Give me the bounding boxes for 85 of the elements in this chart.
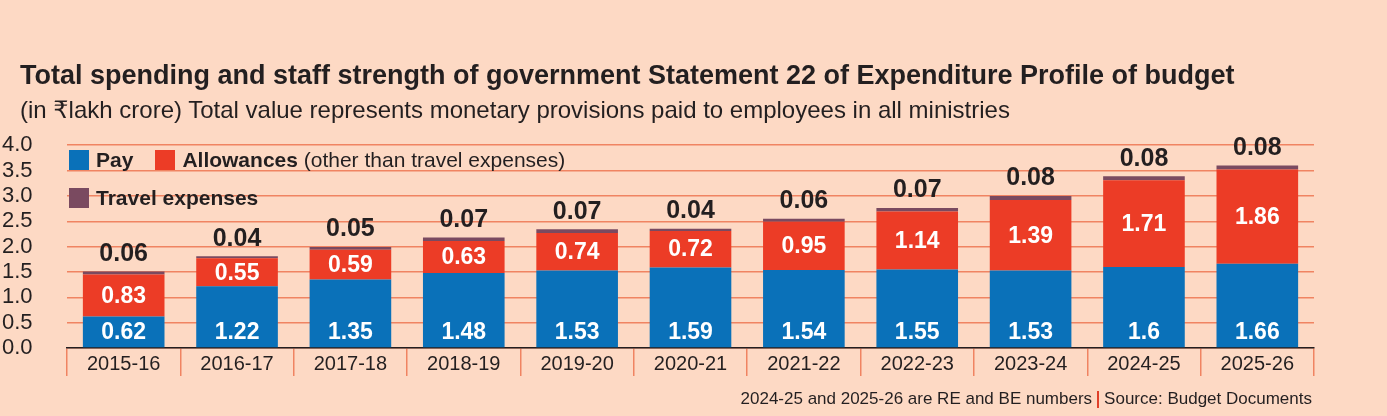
data-label: 0.59: [328, 250, 373, 277]
data-label: 0.83: [101, 281, 147, 308]
data-label: 0.08: [1119, 142, 1169, 171]
legend-label: Allowances (other than travel expenses): [182, 148, 566, 171]
data-label: 0.08: [1232, 131, 1282, 160]
bar: [1216, 165, 1299, 170]
bar: [309, 279, 392, 348]
data-label: 0.74: [554, 238, 600, 265]
data-label: 1.86: [1234, 203, 1280, 230]
data-label: 1.53: [1008, 318, 1053, 345]
x-tick-label: 2024-25: [1107, 351, 1181, 374]
legend-label: Pay: [96, 148, 134, 171]
data-label: 1.14: [894, 226, 940, 253]
data-label: 0.05: [326, 213, 375, 242]
data-label: 0.08: [1006, 162, 1056, 191]
data-label: 0.04: [666, 195, 715, 224]
bar: [763, 218, 845, 222]
data-label: 0.06: [779, 185, 829, 214]
bar: [989, 199, 1072, 271]
y-tick-label: 0.0: [2, 334, 33, 360]
data-label: 1.54: [781, 318, 827, 345]
x-tick-label: 2015-16: [86, 351, 161, 374]
bar: [649, 267, 732, 348]
bar: [422, 237, 505, 242]
text: 2024-25 and 2025-26 are RE and BE numbers: [740, 389, 1093, 409]
bar: [196, 286, 278, 348]
y-tick-label: 3.0: [2, 181, 33, 207]
bar: [422, 272, 505, 348]
x-tick-label: 2016-17: [200, 351, 274, 374]
legend-label: Travel expenses: [96, 186, 259, 209]
y-tick-label: 1.0: [2, 283, 33, 309]
bar: [876, 211, 959, 270]
bar: [1216, 169, 1299, 264]
data-label: 0.07: [892, 174, 942, 203]
data-label: 1.55: [894, 318, 940, 345]
x-tick-label: 2020-21: [653, 351, 728, 374]
bar: [989, 195, 1072, 200]
data-label: 1.22: [214, 318, 260, 345]
x-tick-label: 2025-26: [1220, 351, 1295, 374]
chart-title: Total spending and staff strength of government Statement 22 of Expenditure Profile of budget: [20, 60, 1235, 90]
bar: [989, 270, 1072, 348]
bar: [196, 256, 278, 259]
bar: [536, 229, 618, 233]
data-label: 0.62: [101, 318, 147, 345]
data-label: 1.35: [328, 318, 373, 345]
data-label: 1.48: [441, 318, 487, 345]
data-label: 0.55: [214, 258, 260, 285]
bar: [649, 228, 732, 231]
y-tick-label: 4.0: [2, 131, 33, 157]
bar: [1103, 176, 1185, 181]
x-tick-label: 2018-19: [427, 351, 501, 374]
bar: [763, 269, 845, 348]
x-tick-label: 2019-20: [540, 351, 614, 374]
bar: [1103, 180, 1185, 267]
data-label: 0.72: [668, 235, 713, 262]
bar: [876, 208, 959, 212]
data-label: 1.66: [1234, 318, 1280, 345]
data-label: 0.04: [212, 222, 262, 251]
bar: [309, 247, 392, 250]
bar: [82, 271, 165, 275]
x-tick-label: 2021-22: [767, 351, 841, 374]
bar: [1216, 263, 1299, 348]
y-tick-label: 0.5: [2, 308, 33, 334]
data-label: 1.6: [1127, 318, 1160, 345]
y-tick-label: 3.5: [2, 156, 33, 182]
data-label: 0.95: [781, 232, 827, 259]
bar: [536, 270, 618, 348]
data-label: 1.53: [554, 318, 600, 345]
data-label: 0.07: [552, 195, 602, 224]
source-note: Source: Budget Documents: [1104, 389, 1312, 409]
data-label: 0.63: [441, 243, 487, 270]
x-tick-label: 2023-24: [993, 351, 1068, 374]
bar: [1103, 266, 1185, 348]
chart-subtitle: (in ₹lakh crore) Total value represents monetary provisions paid to employees in all ministries: [20, 96, 1010, 123]
data-label: 0.07: [439, 203, 489, 232]
y-tick-label: 2.5: [2, 207, 33, 233]
data-label: 1.39: [1008, 221, 1053, 248]
x-tick-label: 2017-18: [313, 351, 388, 374]
data-label: 1.71: [1121, 209, 1167, 236]
x-tick-label: 2022-23: [880, 351, 954, 374]
bar: [876, 269, 959, 348]
y-tick-label: 1.5: [2, 258, 33, 284]
data-label: 0.06: [99, 237, 149, 266]
y-tick-label: 2.0: [2, 232, 33, 258]
data-label: 1.59: [668, 318, 713, 345]
